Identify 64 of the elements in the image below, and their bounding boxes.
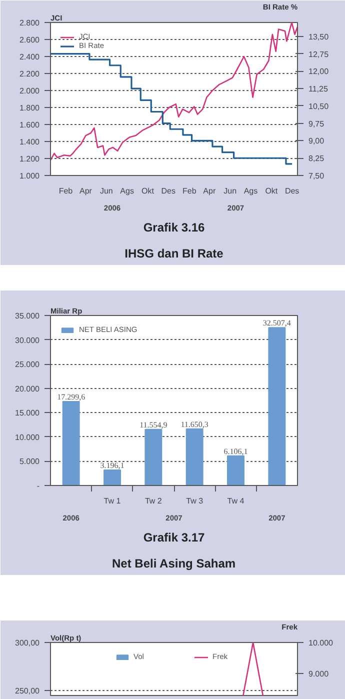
data-label: 11.650,3	[180, 420, 208, 429]
y2-tick-label: 9.000	[308, 670, 330, 679]
y-tick-label: 2.000	[19, 86, 40, 96]
y-tick-label: 2.400	[19, 52, 40, 62]
x-tick-label: Okt	[265, 186, 278, 196]
y-tick-label: 20.000	[15, 384, 40, 394]
x-tick-label: Tw 3	[186, 496, 204, 506]
data-label: 11.554,9	[140, 420, 168, 430]
y-tick-label: 2.800	[19, 18, 40, 28]
y-tick-label: 250,00	[15, 686, 40, 696]
text: Net Beli Asing Saham	[112, 556, 236, 570]
y2-tick-label: 11,25	[308, 84, 328, 94]
y-tick-label: 300,00	[15, 638, 40, 648]
data-label: 3.196,1	[100, 460, 124, 470]
y2-tick-label: 8,25	[308, 154, 325, 164]
y2-tick-label: 9,75	[308, 119, 325, 128]
y-tick-label: 35.000	[15, 312, 40, 320]
text: IHSG dan BI Rate	[124, 246, 224, 260]
x-tick-label: Tw 1	[104, 496, 122, 506]
y2-tick-label: 10,50	[308, 102, 330, 111]
data-label: 32.507,4	[262, 318, 291, 328]
x-tick-label: Des	[161, 186, 176, 196]
y2-tick-label: 12,75	[308, 50, 330, 59]
x-tick-label: Tw 4	[227, 496, 245, 506]
y-tick-label: 1.200	[19, 154, 40, 164]
y2-tick-label: 12,00	[308, 67, 330, 76]
bar	[104, 469, 121, 486]
y-tick-label: 1.600	[19, 120, 40, 130]
data-label: 17.299,6	[57, 392, 86, 402]
x-tick-label: Apr	[80, 186, 92, 196]
y-tick-label: 25.000	[15, 360, 40, 370]
line-series	[50, 22, 298, 161]
x-tick-label: Tw 2	[144, 496, 162, 506]
bar	[62, 400, 80, 486]
y-tick-label: 15.000	[15, 408, 40, 418]
x-tick-label: Feb	[182, 186, 197, 196]
y-tick-label: 2.600	[19, 36, 40, 44]
y-tick-label: 10.000	[15, 432, 40, 442]
bar	[268, 327, 286, 486]
y-tick-label: -	[36, 482, 40, 490]
x-tick-label: Jun	[100, 186, 113, 196]
text: Grafik 3.16	[143, 220, 206, 234]
y2-tick-label: 10.000	[308, 638, 334, 648]
y2-tick-label: 13,50	[308, 32, 330, 42]
y2-tick-label: 7,50	[308, 172, 325, 180]
y-tick-label: 1.000	[19, 172, 40, 180]
y-tick-label: 2.200	[19, 70, 40, 78]
bar	[227, 455, 244, 486]
x-tick-label: Des	[284, 186, 300, 196]
y2-tick-label: 9,00	[308, 136, 325, 146]
data-label: 6.106,1	[224, 446, 248, 456]
text: Grafik 3.17	[143, 530, 206, 544]
x-tick-label: Ags	[244, 186, 258, 196]
y-tick-label: 5.000	[19, 457, 40, 466]
x-tick-label: Ags	[120, 186, 134, 196]
x-tick-label: Okt	[142, 186, 155, 196]
x-tick-label: Feb	[58, 186, 74, 196]
x-tick-label: Jun	[224, 186, 237, 196]
bar	[144, 428, 162, 486]
y-tick-label: 30.000	[15, 336, 40, 345]
y-tick-label: 1.400	[19, 138, 40, 146]
y-tick-label: 1.800	[19, 104, 40, 112]
x-tick-label: Apr	[203, 186, 216, 196]
bar	[186, 428, 204, 486]
